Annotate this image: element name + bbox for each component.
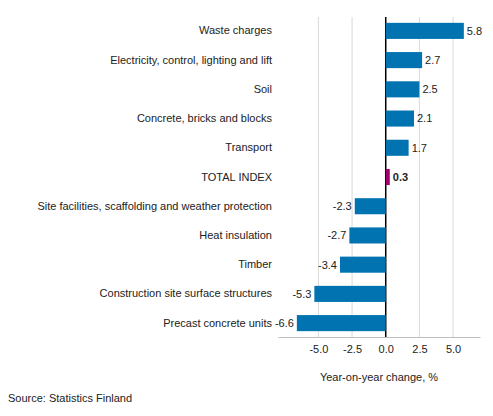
bar [386, 23, 464, 39]
data-label: -2.3 [333, 200, 352, 212]
x-tick-label: -5.0 [309, 343, 328, 355]
data-label: -2.7 [327, 229, 346, 241]
y-tick: Site facilities, scaffolding and weather… [37, 200, 272, 212]
data-label: 5.8 [467, 25, 482, 37]
y-tick: Electricity, control, lighting and lift [110, 54, 272, 66]
bar [386, 140, 409, 156]
x-tick: -5.0 [309, 337, 328, 355]
x-axis-line [279, 337, 481, 338]
data-label: -6.6 [275, 317, 294, 329]
data-label: 2.1 [417, 112, 432, 124]
bar [340, 257, 386, 273]
annotation: Source: Statistics Finland [8, 392, 132, 404]
x-tick: 0.0 [379, 337, 394, 355]
data-label: -3.4 [318, 259, 337, 271]
x-tick: -2.5 [343, 337, 362, 355]
y-tick-label: TOTAL INDEX [201, 171, 272, 183]
bar [386, 169, 390, 185]
y-tick: Concrete, bricks and blocks [137, 112, 273, 124]
data-label: 1.7 [412, 142, 427, 154]
x-axis: -5.0 -2.5 0.0 2.5 5.0 [279, 337, 481, 355]
data-label: 2.5 [422, 83, 437, 95]
x-tick-label: 5.0 [446, 343, 461, 355]
y-tick: Construction site surface structures [100, 287, 273, 299]
y-tick: Soil [254, 83, 272, 95]
bar [349, 227, 385, 243]
bar [355, 198, 386, 214]
y-tick-label: Waste charges [199, 24, 272, 36]
x-tick: 5.0 [446, 337, 461, 355]
bar [314, 286, 385, 302]
x-tick-label: 2.5 [412, 343, 427, 355]
bars [297, 23, 464, 331]
chart: 5.82.72.52.11.70.3-2.3-2.7-3.4-5.3-6.6Wa… [0, 0, 493, 416]
x-tick: 2.5 [412, 337, 427, 355]
x-tick-label: 0.0 [379, 343, 394, 355]
data-label: 2.7 [425, 54, 440, 66]
y-tick-label: Timber [238, 258, 272, 270]
y-tick-label: Heat insulation [199, 229, 272, 241]
y-tick-label: Soil [254, 83, 272, 95]
y-tick-label: Site facilities, scaffolding and weather… [37, 200, 272, 212]
y-axis: Waste charges Electricity, control, light… [37, 24, 272, 328]
y-tick-label: Transport [225, 141, 272, 153]
y-tick-label: Concrete, bricks and blocks [137, 112, 273, 124]
data-labels: 5.8 2.7 2.5 2.1 1.7 0.3 -2.3 -2.7 -3.4 -5.3 -6.6 [275, 25, 482, 329]
y-tick: Heat insulation [199, 229, 272, 241]
bar [386, 52, 422, 68]
y-tick: Waste charges [199, 24, 272, 36]
bar [386, 81, 420, 97]
bar [297, 315, 386, 331]
chart-container: 5.82.72.52.11.70.3-2.3-2.7-3.4-5.3-6.6Wa… [0, 0, 493, 416]
x-axis-title: Year-on-year change, % [320, 371, 438, 383]
y-tick-label: Precast concrete units [163, 317, 272, 329]
y-tick: Precast concrete units [163, 317, 272, 329]
x-tick-label: -2.5 [343, 343, 362, 355]
y-tick: TOTAL INDEX [201, 171, 272, 183]
data-label: -5.3 [292, 288, 311, 300]
data-label: 0.3 [393, 171, 408, 183]
grid-line [453, 17, 454, 337]
y-tick: Transport [225, 141, 272, 153]
y-tick-label: Electricity, control, lighting and lift [110, 54, 272, 66]
bar [386, 111, 414, 127]
y-tick-label: Construction site surface structures [100, 287, 273, 299]
y-tick: Timber [238, 258, 272, 270]
